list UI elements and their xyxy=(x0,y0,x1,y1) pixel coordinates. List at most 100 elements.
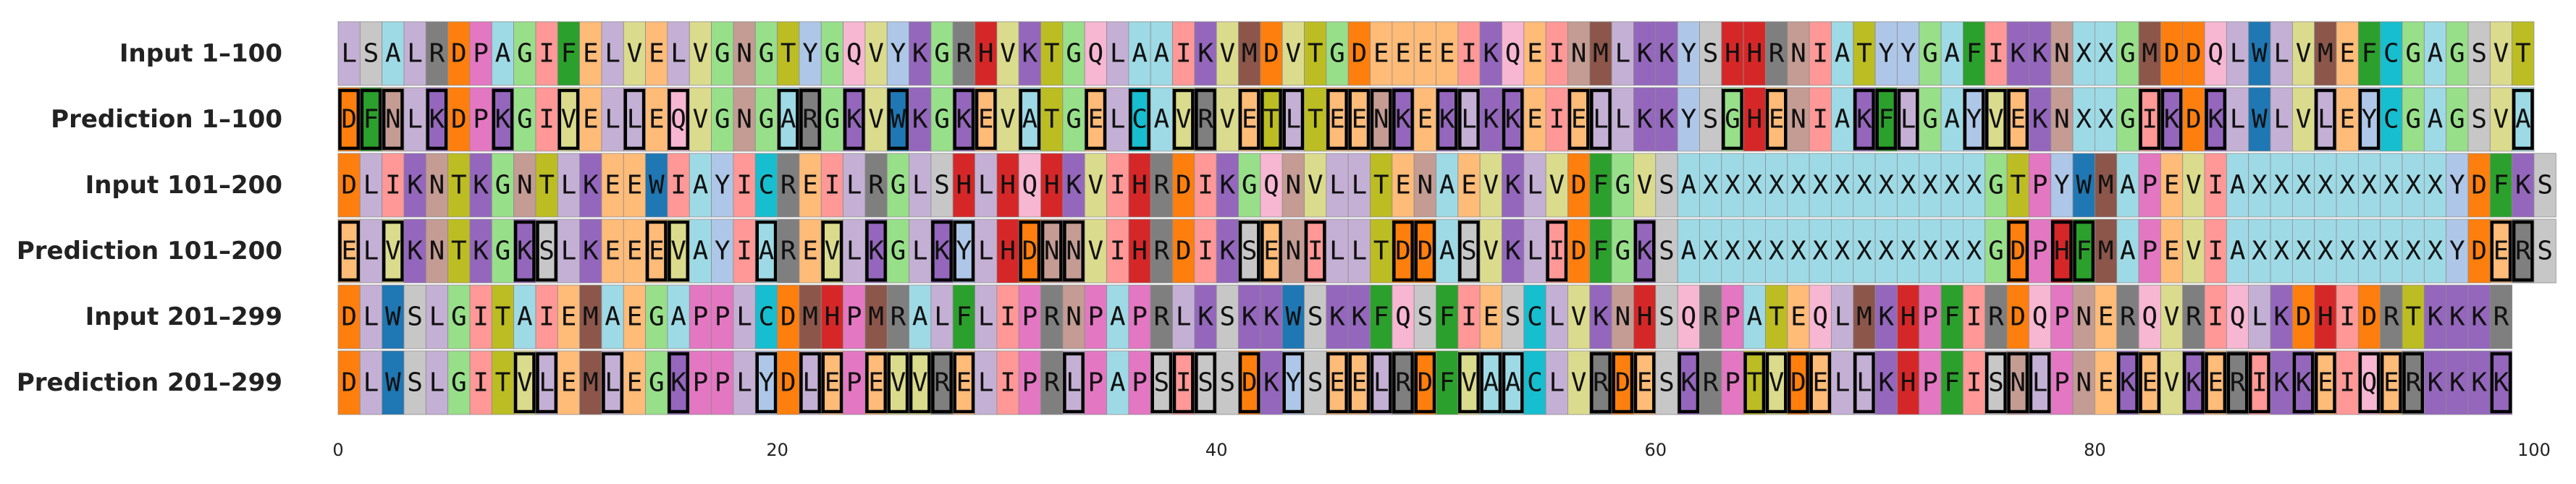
residue-letter: L xyxy=(429,368,445,398)
residue-letter: G xyxy=(934,39,950,69)
mismatch-highlight xyxy=(1238,88,1260,150)
residue-letter: T xyxy=(451,171,467,200)
residue-letter: L xyxy=(2252,302,2268,332)
residue-letter: K xyxy=(2296,368,2312,398)
residue-letter: C xyxy=(1527,368,1543,398)
residue-cell xyxy=(2336,87,2359,152)
residue-cell xyxy=(2489,87,2513,152)
residue-cell xyxy=(623,21,647,86)
residue-letter: E xyxy=(978,105,994,135)
mismatch-highlight xyxy=(1370,352,1392,414)
residue-letter: K xyxy=(1659,39,1675,69)
residue-letter: L xyxy=(539,368,555,398)
residue-cell xyxy=(2533,153,2556,218)
residue-letter: X xyxy=(1769,237,1785,266)
residue-cell xyxy=(886,218,909,284)
residue-cell-mismatch xyxy=(1743,350,1766,415)
residue-letter: D xyxy=(2186,39,2202,69)
residue-cell xyxy=(2094,153,2118,218)
residue-letter: P xyxy=(1922,368,1938,398)
residue-cell xyxy=(1963,153,1986,218)
residue-letter: R xyxy=(1769,39,1785,69)
mismatch-highlight xyxy=(2139,352,2161,414)
residue-cell xyxy=(2006,21,2029,86)
residue-cell xyxy=(1809,218,1832,284)
residue-letter: P xyxy=(715,302,731,332)
residue-cell xyxy=(535,284,558,349)
residue-letter: X xyxy=(2252,237,2268,266)
residue-letter: G xyxy=(715,39,731,69)
residue-letter: R xyxy=(2120,302,2136,332)
residue-letter: K xyxy=(1637,237,1653,266)
mismatch-highlight xyxy=(1195,352,1216,414)
residue-letter: K xyxy=(2449,368,2465,398)
residue-letter: G xyxy=(649,302,665,332)
residue-letter: A xyxy=(1944,105,1960,135)
residue-letter: G xyxy=(825,105,841,135)
residue-cell xyxy=(601,218,624,284)
residue-cell-mismatch xyxy=(1589,87,1612,152)
residue-cell xyxy=(1216,87,1239,152)
residue-letter: S xyxy=(1988,368,2004,398)
residue-letter: K xyxy=(1022,39,1038,69)
residue-cell xyxy=(1392,21,1415,86)
residue-letter: I xyxy=(736,237,752,266)
residue-cell xyxy=(1721,21,1744,86)
residue-letter: Q xyxy=(1680,302,1696,332)
residue-letter: I xyxy=(1197,237,1213,266)
residue-cell xyxy=(2029,153,2052,218)
residue-cell xyxy=(337,284,361,349)
residue-letter: S xyxy=(1659,302,1675,332)
residue-letter: L xyxy=(407,105,423,135)
residue-letter: D xyxy=(1263,39,1279,69)
mismatch-highlight xyxy=(1985,88,2007,150)
residue-letter: E xyxy=(2164,237,2180,266)
residue-letter: F xyxy=(956,302,972,332)
residue-letter: T xyxy=(1044,105,1060,135)
residue-letter: L xyxy=(1593,105,1609,135)
residue-letter: P xyxy=(1022,368,1038,398)
mismatch-highlight xyxy=(513,220,536,282)
residue-cell-mismatch xyxy=(1370,87,1393,152)
residue-cell xyxy=(843,218,866,284)
residue-letter: E xyxy=(1812,368,1828,398)
residue-cell xyxy=(1106,218,1129,284)
residue-cell xyxy=(689,21,712,86)
residue-letter: T xyxy=(495,368,511,398)
residue-letter: F xyxy=(1373,302,1389,332)
residue-cell-mismatch xyxy=(1304,218,1327,284)
residue-letter: A xyxy=(2120,237,2136,266)
residue-letter: R xyxy=(1703,302,1719,332)
residue-letter: V xyxy=(1220,39,1236,69)
residue-letter: A xyxy=(2428,39,2444,69)
residue-cell xyxy=(1172,284,1195,349)
residue-cell xyxy=(1589,153,1612,218)
residue-letter: K xyxy=(2449,302,2465,332)
residue-cell xyxy=(535,87,558,152)
mismatch-highlight xyxy=(2402,352,2425,414)
residue-cell-mismatch xyxy=(1370,350,1393,415)
mismatch-highlight xyxy=(1260,88,1282,150)
residue-letter: I xyxy=(1176,368,1192,398)
residue-cell-mismatch xyxy=(1238,218,1261,284)
residue-cell xyxy=(667,21,690,86)
residue-cell xyxy=(733,21,756,86)
mismatch-highlight xyxy=(1458,220,1480,282)
residue-cell-mismatch xyxy=(1260,218,1283,284)
residue-letter: K xyxy=(1242,302,1258,332)
residue-letter: E xyxy=(1439,39,1455,69)
residue-cell xyxy=(2270,21,2293,86)
residue-cell xyxy=(2160,350,2184,415)
residue-cell xyxy=(2467,218,2491,284)
residue-cell xyxy=(1940,284,1963,349)
residue-cell xyxy=(820,21,843,86)
residue-cell xyxy=(2248,153,2271,218)
residue-letter: X xyxy=(2428,171,2444,200)
residue-letter: P xyxy=(2032,237,2048,266)
residue-letter: K xyxy=(473,171,489,200)
residue-letter: I xyxy=(1966,302,1982,332)
residue-letter: L xyxy=(561,171,577,200)
residue-letter: Y xyxy=(891,39,906,69)
mismatch-highlight xyxy=(1414,352,1436,414)
